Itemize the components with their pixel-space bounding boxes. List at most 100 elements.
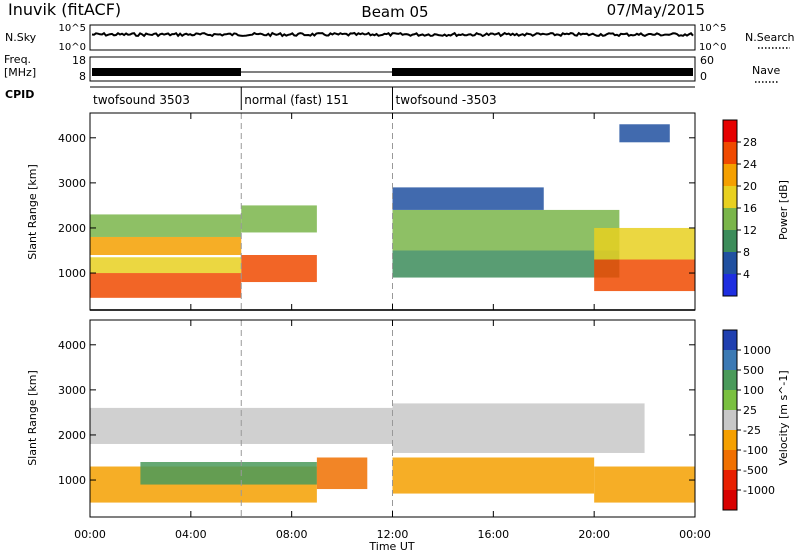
- y-tick-label: 2000: [58, 222, 86, 235]
- heatmap-band: [594, 466, 695, 503]
- cpid-segment-label: twofsound 3503: [93, 93, 190, 107]
- colorbar-swatch: [723, 370, 737, 390]
- power-colorbar: 28 24 20 16 12 8 4: [722, 119, 757, 297]
- colorbar-swatch: [723, 470, 737, 490]
- colorbar-swatch: [723, 186, 737, 208]
- heatmap-band: [90, 214, 242, 237]
- colorbar-tick-label: 12: [743, 224, 757, 237]
- cpid-segment-label: normal (fast) 151: [244, 93, 348, 107]
- y-tick-label: 2000: [58, 429, 86, 442]
- nsky-strip: [89, 24, 696, 51]
- y-tick-label: 3000: [58, 177, 86, 190]
- y-tick-label: 1000: [58, 267, 86, 280]
- date-title: 07/May/2015: [607, 1, 705, 19]
- nave-tick-high: 60: [700, 54, 714, 67]
- freq-label-line1: Freq.: [4, 53, 31, 66]
- colorbar-swatch: [723, 208, 737, 230]
- colorbar-swatch: [723, 330, 737, 350]
- time-axis-ticks: 00:00 04:00 08:00 12:00 16:00 20:00 00:00: [74, 113, 711, 541]
- nsky-tick-low: 10^0: [59, 42, 86, 53]
- station-title: Inuvik (fitACF): [8, 0, 121, 19]
- colorbar-swatch: [723, 430, 737, 450]
- colorbar-swatch: [723, 230, 737, 252]
- nsky-label: N.Sky: [5, 31, 37, 44]
- heatmap-band: [90, 236, 242, 256]
- freq-tick-high: 18: [72, 54, 86, 67]
- freq-label-line2: [MHz]: [4, 66, 36, 79]
- colorbar-swatch: [723, 410, 737, 430]
- heatmap-band: [619, 124, 670, 143]
- time-axis-label: Time UT: [368, 540, 414, 553]
- freq-tick-low: 8: [79, 70, 86, 83]
- beam-title: Beam 05: [361, 3, 428, 21]
- colorbar-tick-label: -25: [743, 424, 761, 437]
- colorbar-tick-label: 8: [743, 246, 750, 259]
- colorbar-swatch: [723, 390, 737, 410]
- colorbar-tick-label: 24: [743, 158, 757, 171]
- colorbar-swatch: [723, 120, 737, 142]
- freq-trace-seg1: [92, 68, 241, 76]
- x-tick-label: 00:00: [74, 528, 106, 541]
- heatmap-band: [90, 273, 242, 298]
- colorbar-swatch: [723, 164, 737, 186]
- colorbar-tick-label: 1000: [743, 344, 771, 357]
- colorbar-swatch: [723, 274, 737, 296]
- colorbar-swatch: [723, 450, 737, 470]
- colorbar-tick-label: 25: [743, 404, 757, 417]
- cpid-label: CPID: [5, 88, 34, 101]
- heatmap-band: [316, 457, 368, 490]
- velocity-ylabel: Slant Range [km]: [26, 370, 39, 466]
- x-tick-label: 08:00: [276, 528, 308, 541]
- x-tick-label: 04:00: [175, 528, 207, 541]
- velocity-yticks: 4000 3000 2000 1000: [58, 339, 695, 487]
- cpid-segment-label: twofsound -3503: [396, 93, 497, 107]
- power-ylabel: Slant Range [km]: [26, 164, 39, 260]
- x-tick-label: 12:00: [377, 528, 409, 541]
- heatmap-band: [90, 257, 242, 274]
- colorbar-tick-label: 28: [743, 136, 757, 149]
- heatmap-band: [392, 250, 620, 278]
- colorbar-tick-label: 20: [743, 180, 757, 193]
- heatmap-band: [392, 187, 544, 210]
- colorbar-tick-label: -500: [743, 464, 768, 477]
- nsky-trace: [91, 31, 694, 38]
- colorbar-swatch: [723, 252, 737, 274]
- nsearch-tick-low: 10^0: [699, 42, 726, 53]
- cpid-segments: twofsound 3503 normal (fast) 151 twofsound…: [93, 87, 497, 110]
- x-tick-label: 20:00: [578, 528, 610, 541]
- y-tick-label: 3000: [58, 384, 86, 397]
- colorbar-swatch: [723, 142, 737, 164]
- power-panel: [89, 112, 696, 311]
- y-tick-label: 4000: [58, 132, 86, 145]
- heatmap-band: [594, 259, 695, 292]
- x-tick-label: 16:00: [477, 528, 509, 541]
- heatmap-band: [392, 403, 645, 453]
- velocity-colorbar: 1000 500 100 25 -25 -100 -500 -1000: [722, 329, 775, 511]
- nsearch-tick-high: 10^5: [699, 23, 726, 34]
- freq-strip: [89, 56, 696, 82]
- freq-trace-seg3: [392, 68, 693, 76]
- nave-label: Nave: [752, 64, 780, 77]
- heatmap-band: [392, 209, 620, 251]
- nsky-tick-high: 10^5: [59, 23, 86, 34]
- colorbar-swatch: [723, 350, 737, 370]
- velocity-colorbar-label: Velocity [m s^-1]: [777, 370, 790, 465]
- colorbar-tick-label: -100: [743, 444, 768, 457]
- nave-tick-low: 0: [700, 70, 707, 83]
- colorbar-tick-label: 16: [743, 202, 757, 215]
- heatmap-band: [392, 457, 595, 494]
- colorbar-swatch: [723, 490, 737, 510]
- x-tick-label: 00:00: [679, 528, 711, 541]
- y-tick-label: 1000: [58, 474, 86, 487]
- y-tick-label: 4000: [58, 339, 86, 352]
- heatmap-band: [140, 462, 317, 485]
- colorbar-tick-label: -1000: [743, 484, 775, 497]
- power-colorbar-label: Power [dB]: [777, 180, 790, 240]
- colorbar-tick-label: 100: [743, 384, 764, 397]
- power-yticks: 4000 3000 2000 1000: [58, 132, 695, 280]
- heatmap-band: [241, 255, 317, 283]
- nsearch-label: N.Search: [745, 31, 795, 44]
- colorbar-tick-label: 4: [743, 268, 750, 281]
